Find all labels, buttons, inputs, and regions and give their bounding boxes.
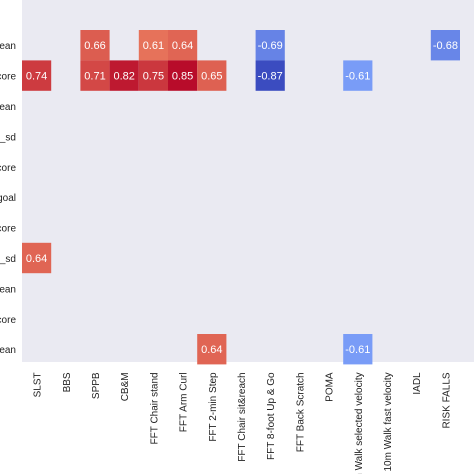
cell-value-label: 0.64 (172, 40, 193, 52)
heatmap-cell (80, 30, 110, 61)
cell-value-label: 0.71 (84, 71, 105, 83)
x-tick-label: 10m Walk selected velocity (354, 372, 365, 474)
cell-value-label: 0.74 (26, 71, 47, 83)
x-tick-label: SPPB (91, 372, 102, 399)
x-tick-label: SLST (33, 372, 44, 397)
heatmap-cell (197, 60, 227, 91)
x-tick-label: BBS (62, 372, 73, 392)
heatmap-cell (109, 60, 139, 91)
y-tick-label: goal (0, 193, 16, 204)
cell-value-label: 0.64 (26, 253, 47, 265)
x-tick-label: 10m Walk fast velocity (383, 372, 394, 471)
x-tick-label: RISK FALLS (441, 372, 452, 428)
y-tick-label: ean (0, 41, 16, 52)
y-tick-label: core (0, 163, 16, 174)
heatmap-cell (22, 242, 52, 274)
heatmap-cell (343, 60, 373, 91)
y-tick-label: _sd (0, 254, 16, 265)
y-tick-labels: eancoreean_sdcoregoalcore_sdeancoreean (0, 41, 16, 356)
heatmap-cell (138, 30, 168, 61)
y-tick-label: ean (0, 284, 16, 295)
y-tick-label: _sd (0, 132, 16, 143)
y-tick-label: core (0, 72, 16, 83)
x-tick-label: FFT Chair sit&reach (237, 372, 248, 461)
cell-value-label: 0.61 (143, 40, 164, 52)
y-tick-label: ean (0, 345, 16, 356)
x-tick-label: CB&M (120, 372, 131, 401)
heatmap-cell (255, 60, 285, 91)
cell-value-label: 0.85 (172, 71, 193, 83)
x-tick-label: FFT Chair stand (149, 372, 160, 444)
cell-value-label: -0.68 (433, 40, 458, 52)
heatmap-cell (80, 60, 110, 91)
x-tick-label: FFT Back Scratch (295, 372, 306, 452)
cell-value-label: -0.69 (258, 40, 283, 52)
heatmap-cell (168, 60, 198, 91)
x-tick-label: FFT Arm Curl (179, 372, 190, 432)
cell-value-label: 0.82 (113, 71, 134, 83)
x-tick-label: FFT 8-foot Up & Go (266, 372, 277, 460)
heatmap-cell (343, 334, 373, 365)
heatmap-cell (138, 60, 168, 91)
cell-value-label: -0.87 (258, 71, 283, 83)
cell-value-label: 0.75 (143, 71, 164, 83)
y-tick-label: core (0, 315, 16, 326)
x-tick-labels: SLST BBS SPPB CB&M FFT Chair stand FFT Arm Cu… (33, 372, 453, 474)
heatmap-cell (168, 30, 198, 61)
cell-value-label: -0.61 (345, 344, 370, 356)
x-tick-label: IADL (412, 372, 423, 395)
x-tick-label: POMA (325, 372, 336, 402)
heatmap-cell (22, 60, 52, 91)
x-tick-label: FFT 2-min Step (208, 372, 219, 442)
heatmap-cell (430, 30, 460, 61)
y-tick-label: ean (0, 102, 16, 113)
heatmap-cell (197, 334, 227, 365)
y-tick-label: core (0, 224, 16, 235)
cell-value-label: 0.65 (201, 71, 222, 83)
heatmap-cell (255, 30, 285, 61)
cell-value-label: 0.64 (201, 344, 222, 356)
cells-layer: 0.66 0.61 0.64 -0.69 -0.68 0.74 0.71 0.82 0.75 0.… (22, 30, 460, 365)
cell-value-label: 0.66 (84, 40, 105, 52)
cell-value-label: -0.61 (345, 71, 370, 83)
